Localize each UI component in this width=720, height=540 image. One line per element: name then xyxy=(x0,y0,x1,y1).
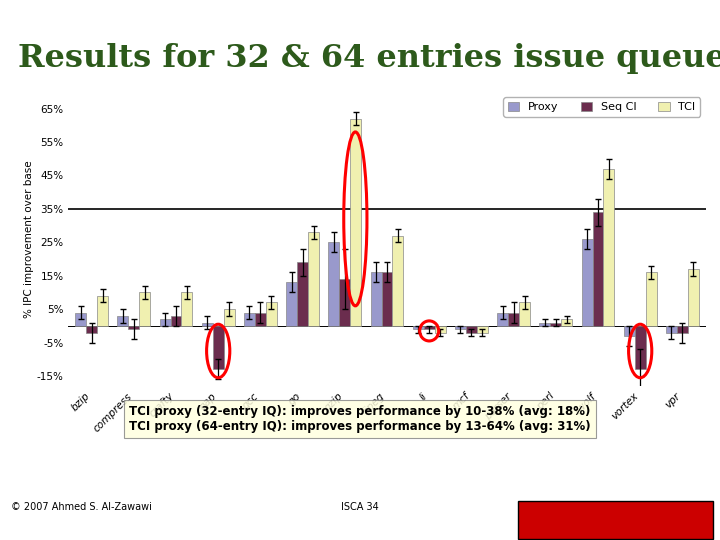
Bar xyxy=(624,326,635,336)
Bar xyxy=(86,326,97,333)
Bar xyxy=(677,326,688,333)
Bar xyxy=(139,293,150,326)
Bar xyxy=(666,326,677,333)
Bar xyxy=(339,279,351,326)
Bar xyxy=(181,293,192,326)
Bar xyxy=(562,319,572,326)
Bar xyxy=(128,326,139,329)
Bar xyxy=(688,269,699,326)
Bar xyxy=(212,326,224,369)
Bar xyxy=(508,313,519,326)
Bar xyxy=(160,319,171,326)
Bar xyxy=(382,272,392,326)
Bar xyxy=(539,322,550,326)
Bar xyxy=(75,313,86,326)
Bar xyxy=(371,272,382,326)
Bar xyxy=(603,168,614,326)
FancyBboxPatch shape xyxy=(518,501,713,538)
Bar xyxy=(97,296,108,326)
Bar xyxy=(477,326,488,333)
Bar xyxy=(224,309,235,326)
Bar xyxy=(413,326,423,329)
Bar xyxy=(497,313,508,326)
Y-axis label: % IPC improvement over base: % IPC improvement over base xyxy=(24,160,34,318)
Text: UNIVERSITY: UNIVERSITY xyxy=(616,514,669,523)
Bar xyxy=(593,212,603,326)
Legend: Proxy, Seq CI, TCI: Proxy, Seq CI, TCI xyxy=(503,97,700,117)
Text: TCI proxy (32-entry IQ): improves performance by 10-38% (avg: 18%)
TCI proxy (64: TCI proxy (32-entry IQ): improves perfor… xyxy=(129,405,591,433)
Text: NC STATE: NC STATE xyxy=(529,513,588,523)
Text: ISCA 34: ISCA 34 xyxy=(341,502,379,512)
Bar xyxy=(171,316,181,326)
Bar xyxy=(351,119,361,326)
Bar xyxy=(255,313,266,326)
Bar xyxy=(328,242,339,326)
Bar xyxy=(646,272,657,326)
Bar xyxy=(466,326,477,333)
Bar xyxy=(308,232,319,326)
Bar xyxy=(286,282,297,326)
Bar xyxy=(519,302,530,326)
Text: 30: 30 xyxy=(591,502,604,512)
Bar xyxy=(266,302,277,326)
Bar xyxy=(455,326,466,329)
Bar xyxy=(582,239,593,326)
Bar xyxy=(435,326,446,333)
Bar xyxy=(297,262,308,326)
Bar xyxy=(244,313,255,326)
Bar xyxy=(202,322,212,326)
Bar xyxy=(635,326,646,369)
Bar xyxy=(392,235,403,326)
Bar xyxy=(117,316,128,326)
Text: © 2007 Ahmed S. Al-Zawawi: © 2007 Ahmed S. Al-Zawawi xyxy=(11,502,152,512)
Text: Results for 32 & 64 entries issue queue: Results for 32 & 64 entries issue queue xyxy=(18,43,720,74)
Bar xyxy=(423,326,435,329)
Bar xyxy=(550,322,562,326)
